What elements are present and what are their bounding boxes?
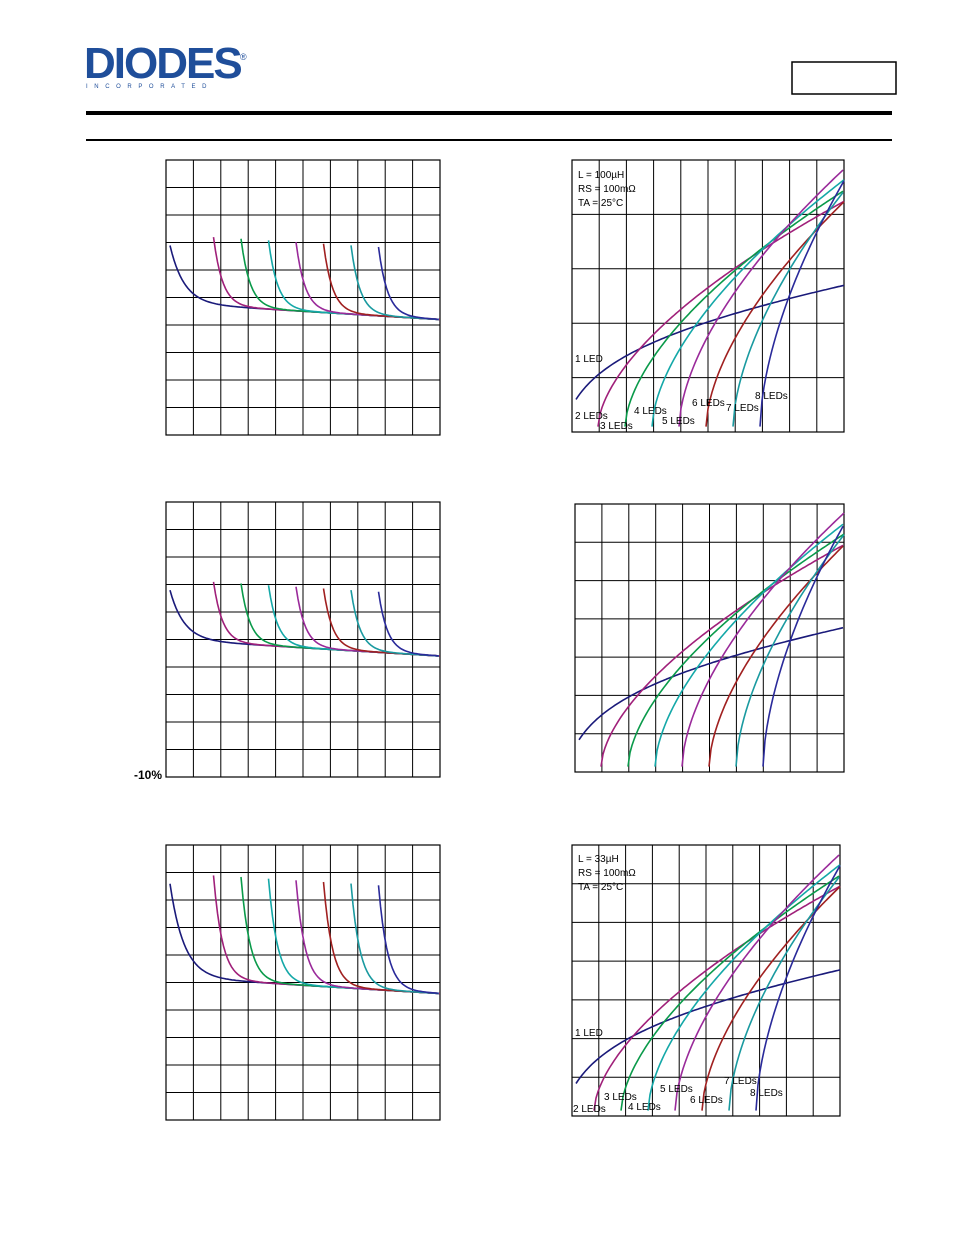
series-label: 4 LEDs [628, 1102, 661, 1113]
annotation: RS = 100mΩ [578, 184, 636, 195]
part-box [791, 61, 897, 95]
curve [593, 885, 841, 1111]
series-label: 6 LEDs [692, 398, 725, 409]
series-label: 8 LEDs [755, 391, 788, 402]
annotation: L = 100µH [578, 170, 624, 181]
series-label: 3 LEDs [600, 421, 633, 432]
curve [647, 864, 841, 1111]
series-label: 6 LEDs [690, 1095, 723, 1106]
annotation: TA = 25°C [578, 198, 623, 209]
curve [575, 969, 841, 1084]
rule [86, 139, 892, 141]
annotation: RS = 100mΩ [578, 868, 636, 879]
annotation: L = 33µH [578, 854, 619, 865]
axis-label: -10% [134, 768, 162, 782]
logo: DIODES [84, 39, 241, 88]
curve [600, 544, 844, 767]
rule [86, 111, 892, 115]
logo-sub: INCORPORATED [86, 84, 213, 90]
curve [674, 854, 840, 1111]
curve [678, 169, 844, 427]
curve [681, 512, 845, 767]
series-label: 2 LEDs [573, 1104, 606, 1115]
series-label: 5 LEDs [662, 416, 695, 427]
series-label: 2 LEDs [575, 411, 608, 422]
curve [624, 190, 844, 427]
series-label: 1 LED [575, 1028, 603, 1039]
annotation: TA = 25°C [578, 882, 623, 893]
curve [755, 865, 841, 1111]
curve [627, 533, 845, 767]
curve [377, 246, 439, 321]
curve [651, 179, 845, 427]
series-label: 7 LEDs [724, 1076, 757, 1087]
series-label: 8 LEDs [750, 1088, 783, 1099]
logo-mark: ® [240, 52, 247, 62]
series-label: 5 LEDs [660, 1084, 693, 1095]
curve [377, 591, 439, 657]
curve [654, 523, 844, 767]
curve [578, 626, 844, 741]
curve [377, 885, 439, 995]
series-label: 7 LEDs [726, 403, 759, 414]
series-label: 1 LED [575, 354, 603, 365]
curve [762, 525, 844, 767]
series-label: 3 LEDs [604, 1092, 637, 1103]
curve [620, 875, 840, 1111]
curve [597, 200, 845, 427]
curve [759, 180, 845, 427]
curve [575, 284, 845, 400]
series-label: 4 LEDs [634, 406, 667, 417]
